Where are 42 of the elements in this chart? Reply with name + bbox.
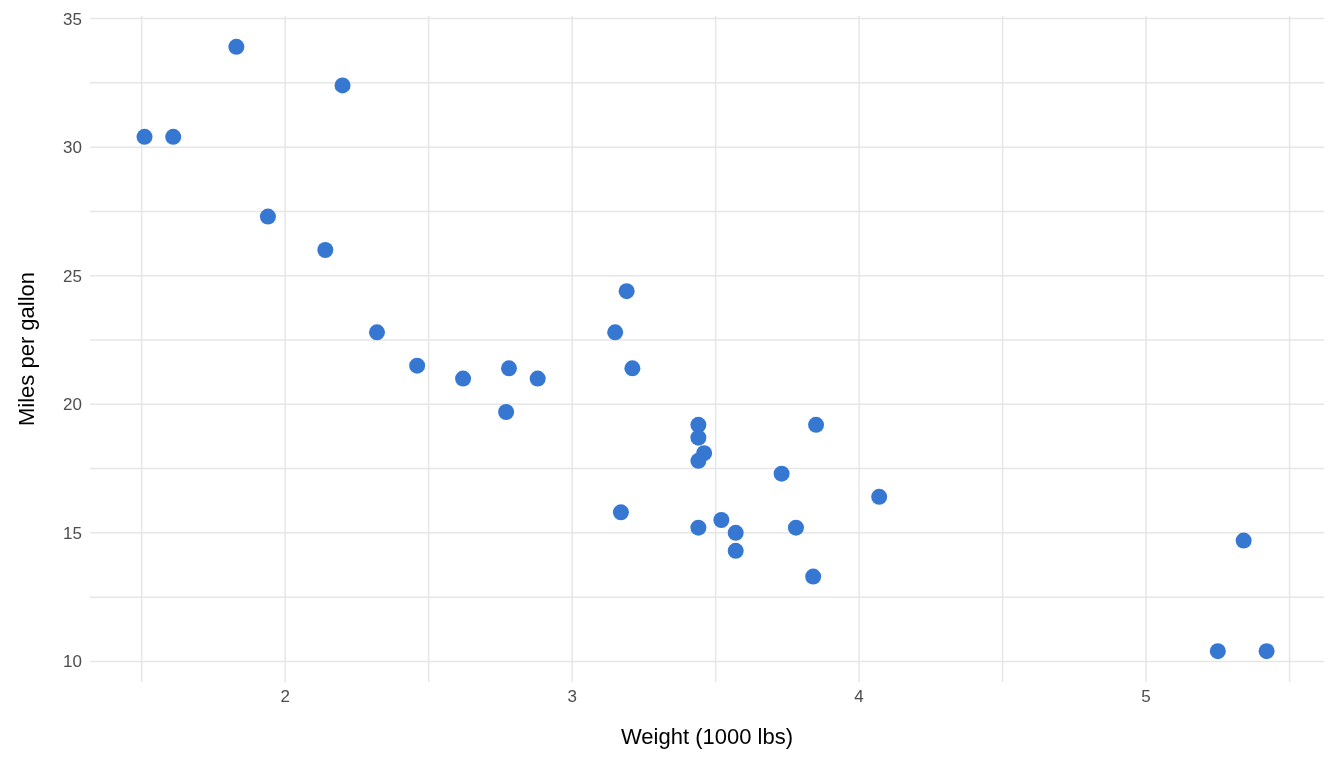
y-tick-label: 25 xyxy=(63,266,82,286)
point xyxy=(165,128,182,145)
point xyxy=(787,519,804,536)
y-tick-label: 20 xyxy=(63,395,82,415)
point xyxy=(498,404,515,420)
point xyxy=(529,370,546,387)
point xyxy=(1209,643,1226,660)
point xyxy=(607,324,624,341)
y-tick-label: 10 xyxy=(63,652,82,672)
point xyxy=(727,542,744,559)
point xyxy=(618,283,635,300)
x-tick-label: 3 xyxy=(567,687,577,707)
point xyxy=(1258,643,1275,660)
point xyxy=(773,465,790,482)
x-tick-label: 4 xyxy=(854,687,864,707)
point xyxy=(808,416,825,433)
y-tick-label: 35 xyxy=(63,9,82,29)
point xyxy=(368,324,385,341)
point xyxy=(317,242,334,258)
point xyxy=(871,488,888,505)
point xyxy=(690,452,707,469)
point xyxy=(228,38,245,55)
point xyxy=(727,524,744,541)
point xyxy=(612,504,629,521)
y-axis-title: Miles per gallon xyxy=(13,271,39,427)
x-tick-label: 2 xyxy=(280,687,290,707)
point xyxy=(259,208,276,225)
y-tick-label: 15 xyxy=(63,523,82,543)
point xyxy=(713,512,730,528)
point xyxy=(690,416,707,433)
point xyxy=(455,370,472,387)
x-axis-title: Weight (1000 lbs) xyxy=(620,724,794,749)
y-tick-label: 30 xyxy=(63,138,82,158)
point xyxy=(1235,532,1252,549)
point xyxy=(136,128,153,145)
point xyxy=(334,77,351,94)
point xyxy=(805,568,822,585)
point xyxy=(500,360,517,377)
point xyxy=(624,360,641,377)
point xyxy=(409,357,426,374)
point xyxy=(690,519,707,536)
x-tick-label: 5 xyxy=(1141,687,1151,707)
